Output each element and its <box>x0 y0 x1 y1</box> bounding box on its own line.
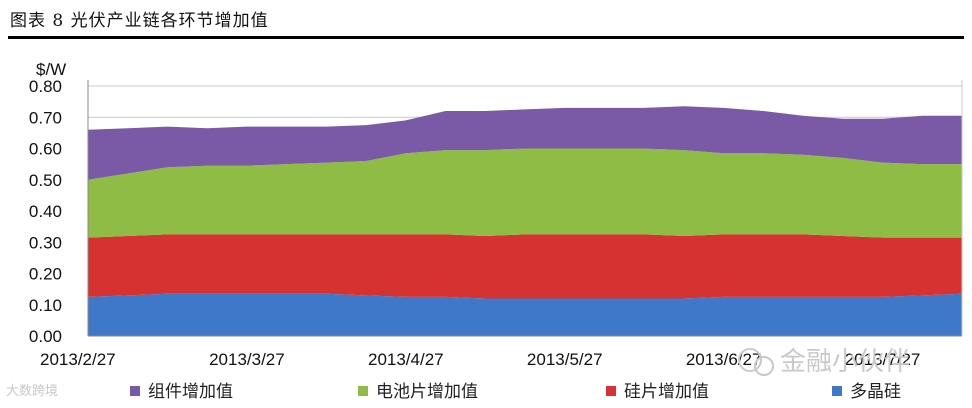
area-series-polysilicon <box>88 293 962 336</box>
y-tick-label: 0.50 <box>29 171 62 190</box>
y-tick-label: 0.80 <box>29 77 62 96</box>
area-series-cell <box>88 148 962 238</box>
x-tick-label: 2013/7/27 <box>845 350 921 369</box>
legend: 组件增加值 电池片增加值 硅片增加值 多晶硅 <box>130 382 901 402</box>
title-divider <box>8 36 964 39</box>
x-tick-label: 2013/3/27 <box>209 350 285 369</box>
y-tick-labels: 0.00 0.10 0.20 0.30 0.40 0.50 0.60 0.70 0.80 <box>29 77 62 346</box>
axes <box>87 80 963 337</box>
x-tick-labels: 2013/2/27 2013/3/27 2013/4/27 2013/5/27 2013… <box>40 350 920 369</box>
watermark-wechat-icon <box>738 348 774 376</box>
legend-label: 组件增加值 <box>148 382 233 402</box>
y-tick-label: 0.10 <box>29 296 62 315</box>
watermarks: 金融小伙伴 大数跨境 <box>6 347 910 399</box>
legend-label: 硅片增加值 <box>624 382 709 402</box>
area-series-wafer <box>88 234 962 299</box>
x-tick-label: 2013/6/27 <box>686 350 762 369</box>
y-tick-label: 0.60 <box>29 140 62 159</box>
y-tick-label: 0.20 <box>29 265 62 284</box>
y-tick-label: 0.70 <box>29 108 62 127</box>
area-series-module <box>88 106 962 180</box>
y-tick-label: 0.40 <box>29 202 62 221</box>
x-tick-label: 2013/5/27 <box>527 350 603 369</box>
area-series-layer <box>88 106 962 336</box>
x-tick-label: 2013/2/27 <box>40 350 116 369</box>
y-axis-unit-label: $/W <box>36 60 66 79</box>
watermark-corner-text: 大数跨境 <box>6 384 58 399</box>
legend-swatch-polysilicon <box>832 386 842 396</box>
legend-swatch-wafer <box>606 386 616 396</box>
figure-title: 图表 8 光伏产业链各环节增加值 <box>10 11 269 31</box>
watermark-text: 金融小伙伴 <box>780 347 910 377</box>
legend-swatch-cell <box>358 386 368 396</box>
x-tick-label: 2013/4/27 <box>368 350 444 369</box>
legend-swatch-module <box>130 386 140 396</box>
y-tick-label: 0.30 <box>29 233 62 252</box>
legend-label: 多晶硅 <box>850 382 901 402</box>
y-tick-label: 0.00 <box>29 327 62 346</box>
legend-label: 电池片增加值 <box>376 382 478 402</box>
